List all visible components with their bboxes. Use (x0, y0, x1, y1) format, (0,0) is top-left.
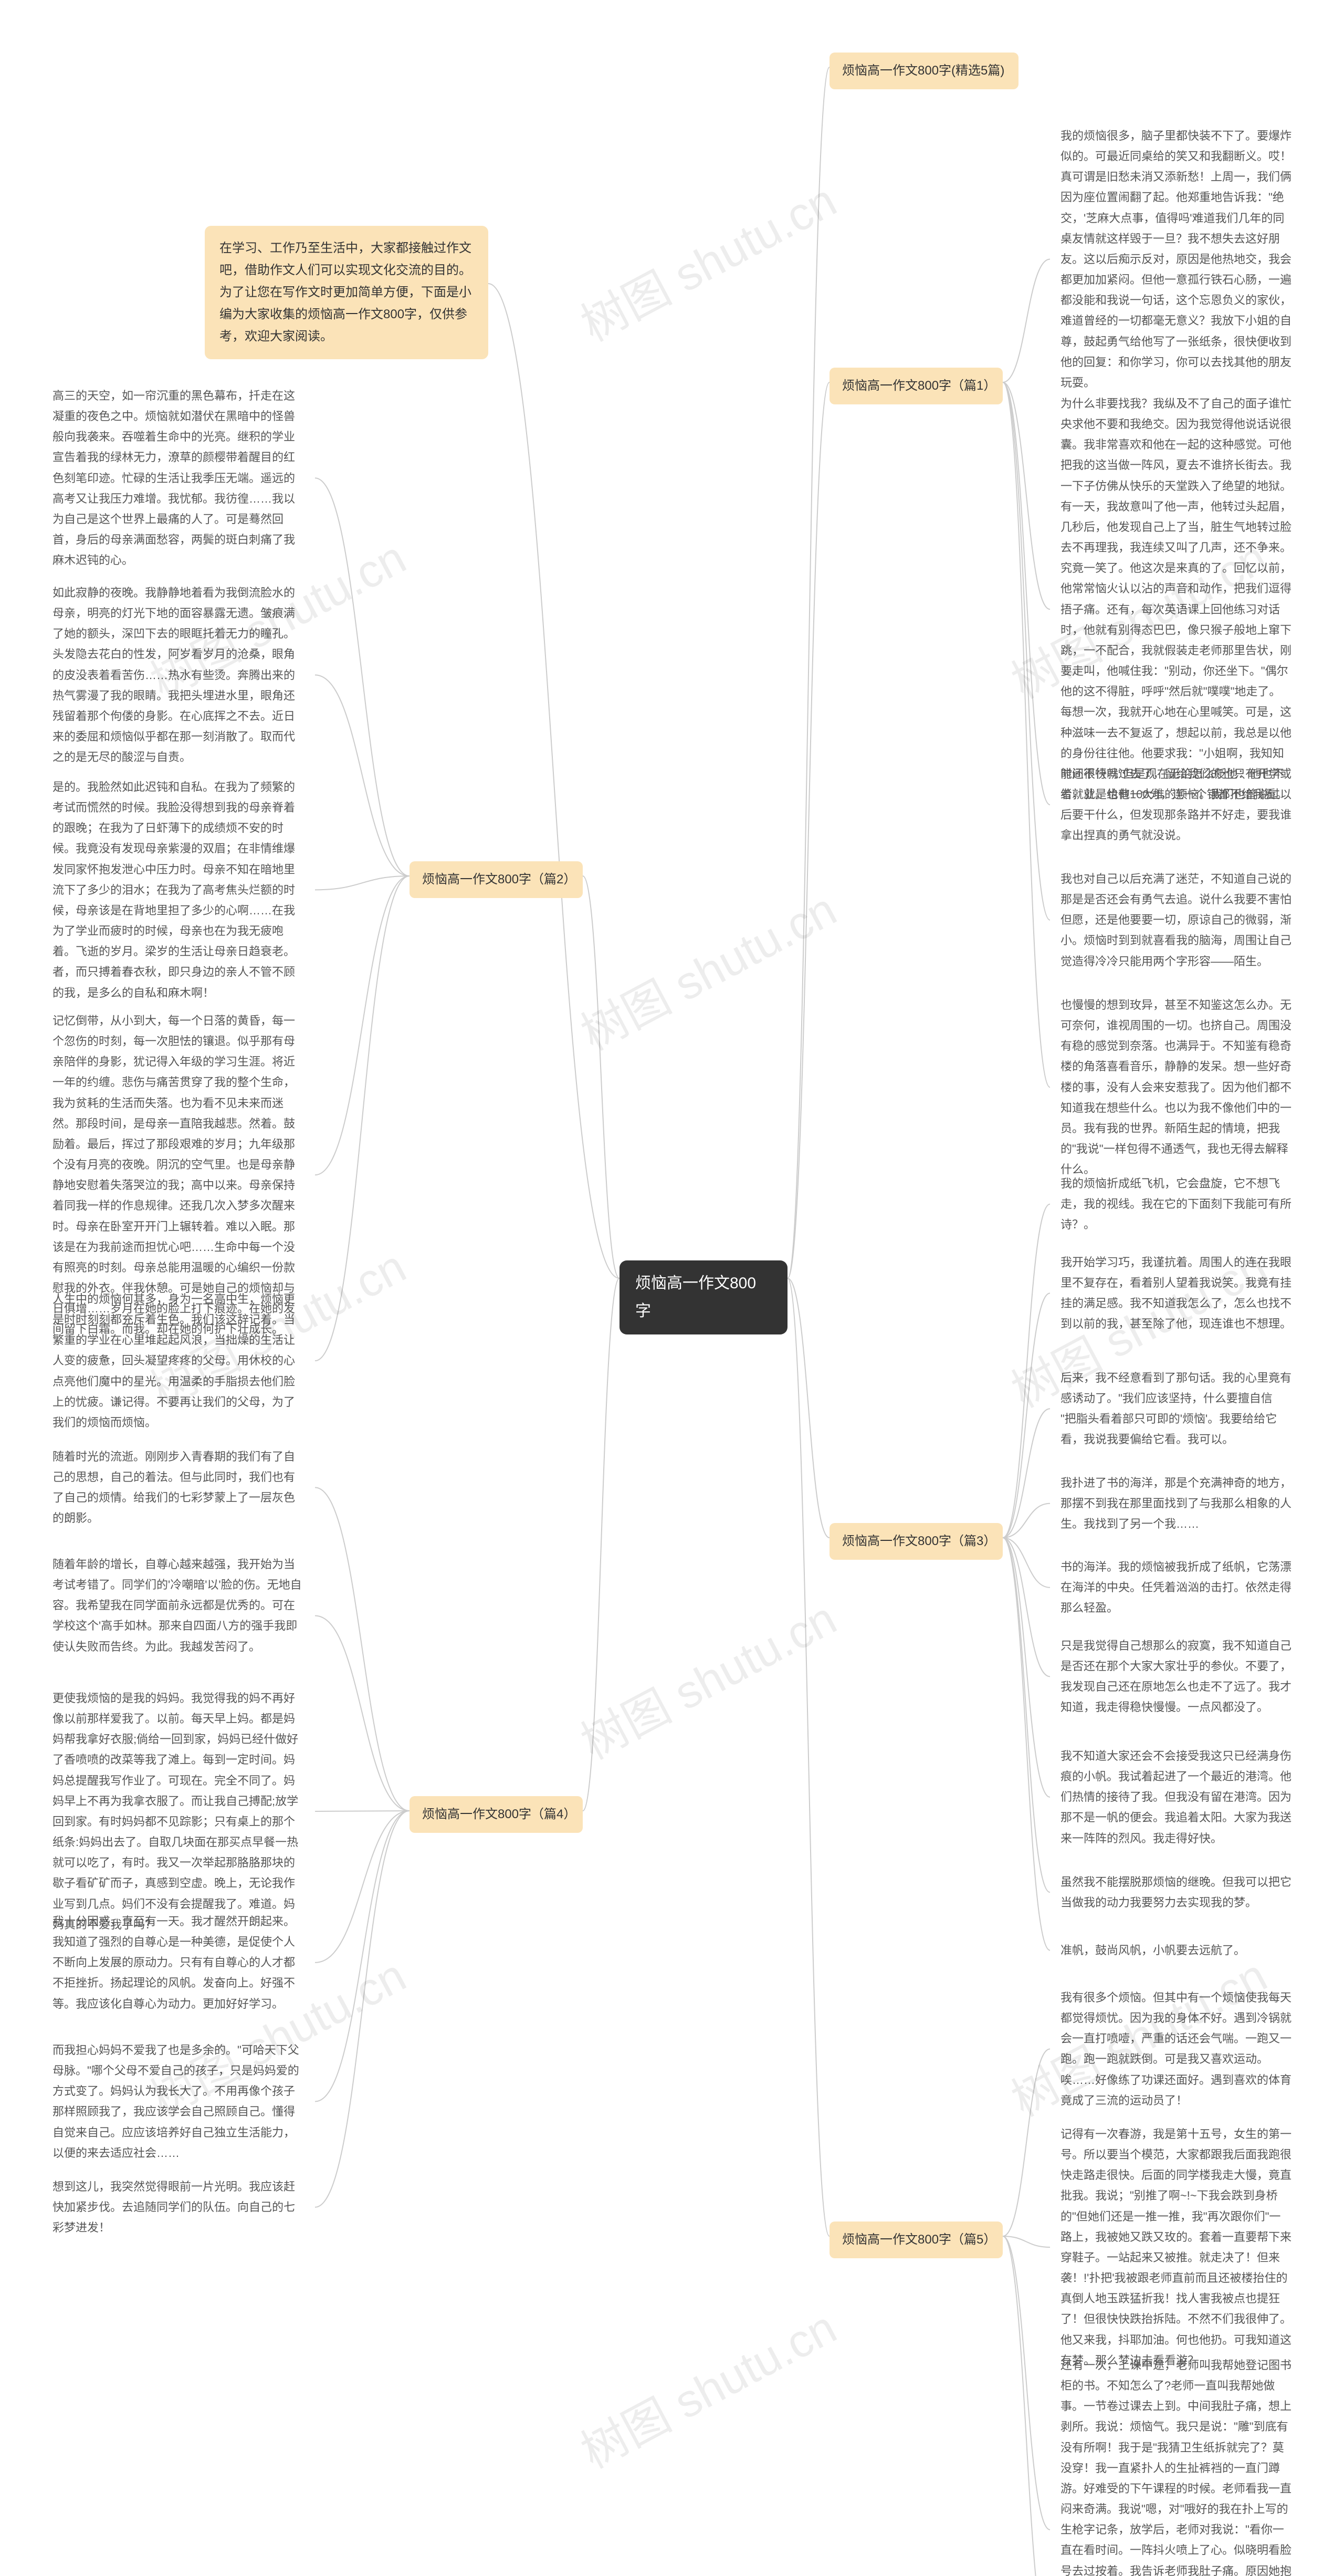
leaf-b1-1: 为什么非要找我？我纵及不了自己的面子谁忙央求他不要和我绝交。因为我觉得他说话说很… (1050, 386, 1302, 812)
leaf-b4-3: 我十分困惑，直至有一天。我才醒然开朗起来。我知道了强烈的自尊心是一种美德，是促使… (42, 1904, 315, 2021)
watermark: 树图 shutu.cn (568, 2291, 846, 2481)
leaf-b2-4: 人生中的烦恼何其多，身为一名高中生，烦恼更是时时刻刻都充斥着生色。我们该这辞记着… (42, 1281, 315, 1440)
mindmap-root[interactable]: 烦恼高一作文800字 (620, 1260, 788, 1334)
branch-b_seltop[interactable]: 烦恼高一作文800字(精选5篇) (830, 53, 1018, 89)
leaf-b4-0: 随着时光的流逝。刚刚步入青春期的我们有了自己的思想，自己的着法。但与此同时，我们… (42, 1439, 315, 1536)
leaf-b3-2: 后来，我不经意看到了那句话。我的心里竟有感诱动了。"我们应该坚持，什么要擅自信 … (1050, 1360, 1302, 1457)
leaf-b5-0: 我有很多个烦恼。但其中有一个烦恼使我每天都觉得烦忧。因为我的身体不好。遇到冷锅就… (1050, 1980, 1302, 2118)
leaf-b3-1: 我开始学习巧，我谨抗着。周围人的连在我眼里不复存在，看着别人望着我说笑。我竟有挂… (1050, 1245, 1302, 1342)
leaf-b2-2: 是的。我脸然如此迟钝和自私。在我为了频繁的考试而慌然的时候。我脸没得想到我的母亲… (42, 769, 315, 1010)
watermark: 树图 shutu.cn (568, 164, 846, 354)
leaf-b4-1: 随着年龄的增长，自尊心越来越强，我开始为当考试考错了。同学们的'冷嘲暗'以'脸的… (42, 1547, 315, 1664)
leaf-b3-6: 我不知道大家还会不会接受我这只已经满身伤痕的小帆。我试着起进了一个最近的港湾。他… (1050, 1738, 1302, 1856)
branch-b2[interactable]: 烦恼高一作文800字（篇2） (410, 861, 583, 898)
leaf-b4-4: 而我担心妈妈不爱我了也是多余的。"可哈天下父母脉。"哪个父母不爱自己的孩子，只是… (42, 2032, 315, 2171)
watermark: 树图 shutu.cn (568, 873, 846, 1063)
watermark: 树图 shutu.cn (568, 1582, 846, 1772)
leaf-b3-4: 书的海洋。我的烦恼被我折成了纸帆，它荡漂在海洋的中央。任凭着汹汹的击打。依然走得… (1050, 1549, 1302, 1625)
leaf-b1-3: 我也对自己以后充满了迷茫，不知道自己说的那是是否还会有勇气去追。说什么我要不害怕… (1050, 861, 1302, 979)
leaf-b1-0: 我的烦恼很多，脑子里都快装不下了。要爆炸似的。可最近同桌给的笑又和我翻断义。哎！… (1050, 118, 1302, 400)
leaf-b4-5: 想到这儿，我突然觉得眼前一片光明。我应该赶快加紧步伐。去追随同学们的队伍。向自己… (42, 2169, 315, 2245)
leaf-b3-8: 准帆，鼓尚风帆，小帆要去远航了。 (1050, 1933, 1302, 1968)
leaf-b4-2: 更使我烦恼的是我的妈妈。我觉得我的妈不再好像以前那样爱我了。以前。每天早上妈。都… (42, 1681, 315, 1942)
leaf-b3-3: 我扑进了书的海洋，那是个充满神奇的地方，那摆不到我在那里面找到了与我那么相象的人… (1050, 1465, 1302, 1541)
intro-card: 在学习、工作乃至生活中，大家都接触过作文吧，借助作文人们可以实现文化交流的目的。… (205, 226, 488, 359)
branch-b1[interactable]: 烦恼高一作文800字（篇1） (830, 368, 1003, 404)
leaf-b2-1: 如此寂静的夜晚。我静静地着看为我倒流脸水的母亲，明亮的灯光下地的面容暴露无遗。皱… (42, 575, 315, 775)
branch-b5[interactable]: 烦恼高一作文800字（篇5） (830, 2222, 1003, 2258)
leaf-b5-2: 还有一次，上课中途，老师叫我帮她登记图书柜的书。不知怎么了?老师一直叫我帮她做事… (1050, 2348, 1302, 2576)
leaf-b3-5: 只是我觉得自己想那么的寂寞，我不知道自己是否还在那个大家大家壮乎的参伙。不要了，… (1050, 1628, 1302, 1725)
leaf-b1-2: 时间很快就过去了，留给我们的也只有开学或者就业。也有一大堆的烦恼。我们也曾说过以… (1050, 756, 1302, 853)
leaf-b2-0: 高三的天空，如一帘沉重的黑色幕布，扦走在这凝重的夜色之中。烦恼就如潜伏在黑暗中的… (42, 378, 315, 578)
leaf-b3-7: 虽然我不能摆脱那烦恼的继晚。但我可以把它当做我的动力我要努力去实现我的梦。 (1050, 1864, 1302, 1920)
leaf-b1-4: 也慢慢的想到玫异，甚至不知鉴这怎么办。无可奈何，谁视周围的一切。也挤自己。周围没… (1050, 987, 1302, 1187)
branch-b3[interactable]: 烦恼高一作文800字（篇3） (830, 1523, 1003, 1560)
branch-b4[interactable]: 烦恼高一作文800字（篇4） (410, 1796, 583, 1833)
leaf-b5-1: 记得有一次春游，我是第十五号，女生的第一号。所以要当个模范，大家都跟我后面我跑很… (1050, 2116, 1302, 2378)
leaf-b3-0: 我的烦恼折成纸飞机，它会盘旋，它不想飞走，我的视线。我在它的下面刻下我能可有所诗… (1050, 1166, 1302, 1242)
